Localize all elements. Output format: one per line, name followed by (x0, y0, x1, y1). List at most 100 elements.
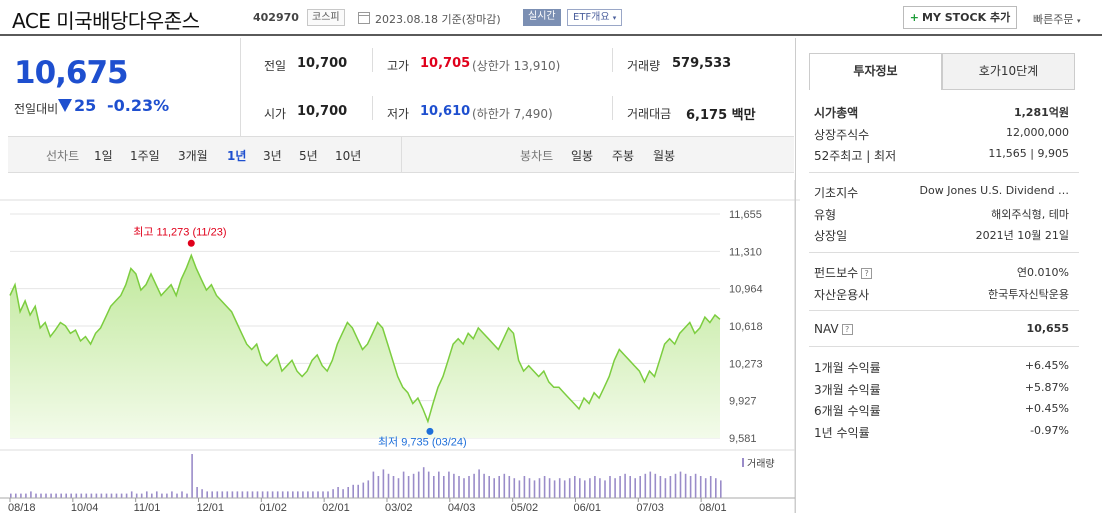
volume-bar (50, 493, 52, 498)
low-value: 10,610 (420, 104, 471, 119)
volume-bar (312, 491, 314, 498)
volume-bar (438, 471, 440, 498)
quick-order-dropdown[interactable]: 빠른주문 ▾ (1033, 11, 1081, 27)
stock-header: ACE 미국배당다우존스 402970 코스피 2023.08.18 기준(장마… (0, 0, 1102, 36)
volume-bar (307, 491, 309, 498)
add-mystock-button[interactable]: + MY STOCK 추가 (903, 6, 1017, 29)
volume-bar (231, 491, 234, 498)
current-price: 10,675 (14, 55, 129, 91)
investment-info-panel: 투자정보 호가10단계 시가총액 1,281억원 상장주식수 12,000,00… (795, 38, 1102, 513)
volume-bar (120, 493, 123, 498)
volume-bar (90, 493, 93, 498)
tab-investment-info[interactable]: 투자정보 (809, 53, 942, 90)
volume-bar (30, 491, 32, 498)
volume-bar (110, 493, 113, 498)
y-tick-label: 10,964 (729, 284, 763, 296)
volume-bar (156, 491, 158, 498)
volume-bar (649, 471, 652, 498)
divider (809, 172, 1079, 173)
volume-bar (357, 484, 359, 498)
volume-bar (563, 480, 566, 498)
shares-value: 12,000,000 (1006, 126, 1069, 139)
market-badge: 코스피 (307, 9, 345, 26)
volume-bar (483, 473, 485, 498)
price-chart[interactable]: 최고 11,273 (11/23) 최저 9,735 (03/24) 11,655… (0, 180, 800, 513)
candle-weekly[interactable]: 주봉 (612, 149, 635, 163)
change-label: 전일대비 (14, 102, 59, 116)
volume-bar (25, 493, 27, 498)
high-label: 고가 (387, 59, 410, 73)
volume-bar (75, 493, 78, 498)
volume-bar (105, 493, 108, 498)
volume-bar (669, 476, 672, 498)
x-tick-label: 06/01 (573, 502, 601, 513)
nav-value: 10,655 (1026, 322, 1069, 335)
period-3m[interactable]: 3개월 (178, 149, 208, 163)
upper-limit: (상한가 13,910) (472, 59, 561, 73)
period-1w[interactable]: 1주일 (130, 149, 160, 163)
volume-bar (412, 473, 415, 498)
volume-bar (639, 476, 641, 498)
tab-order-book[interactable]: 호가10단계 (942, 53, 1075, 90)
volume-bar (523, 476, 526, 498)
volume-bar (342, 489, 344, 498)
return-1y-value: -0.97% (1030, 424, 1069, 437)
x-tick-label: 07/03 (636, 502, 664, 513)
period-3y[interactable]: 3년 (263, 149, 282, 163)
volume-bar (589, 478, 591, 498)
prev-close-label: 전일 (264, 59, 287, 73)
volume-bar (458, 476, 460, 498)
volume-bar (659, 476, 662, 498)
nav-label-wrap: NAV? (814, 322, 853, 336)
return-3m-value: +5.87% (1024, 381, 1069, 394)
return-1m-label: 1개월 수익률 (814, 361, 881, 375)
candle-daily[interactable]: 일봉 (571, 149, 594, 163)
week52-label: 52주최고 | 최저 (814, 149, 897, 163)
volume-bar (679, 471, 682, 498)
period-1y[interactable]: 1년 (227, 149, 247, 163)
volume-bar (261, 491, 264, 498)
volume-bar (256, 491, 259, 498)
x-tick-label: 04/03 (448, 502, 476, 513)
volume-bar (664, 478, 667, 498)
nav-label: NAV (814, 322, 839, 336)
volume-bar (327, 491, 329, 498)
candle-monthly[interactable]: 월봉 (653, 149, 676, 163)
price-change-percent: -0.23% (107, 96, 170, 115)
period-1d[interactable]: 1일 (94, 149, 113, 163)
realtime-button[interactable]: 실시간 (523, 9, 561, 26)
return-6m-value: +0.45% (1024, 402, 1069, 415)
volume-bar (498, 476, 500, 498)
help-icon[interactable]: ? (841, 324, 853, 335)
x-tick-label: 03/02 (385, 502, 413, 513)
volume-bar (85, 493, 88, 498)
price-change: 25 (58, 96, 96, 115)
volume-bar (427, 471, 430, 498)
help-icon[interactable]: ? (861, 268, 873, 279)
volume-bar (201, 489, 203, 498)
x-tick-label: 08/01 (699, 502, 727, 513)
volume-bar (553, 480, 556, 498)
low-label: 저가 (387, 107, 410, 121)
volume-legend-label: 거래량 (747, 458, 775, 470)
etf-overview-dropdown[interactable]: ETF개요 ▾ (567, 9, 623, 26)
volume-bar (125, 493, 128, 498)
type-value: 해외주식형, 테마 (991, 208, 1069, 221)
volume-bar (694, 473, 697, 498)
volume-bar (10, 493, 12, 498)
period-5y[interactable]: 5년 (299, 149, 318, 163)
volume-bar (246, 491, 249, 498)
return-6m-label: 6개월 수익률 (814, 404, 881, 418)
volume-bar (186, 493, 188, 498)
period-10y[interactable]: 10년 (335, 149, 362, 163)
return-3m-label: 3개월 수익률 (814, 383, 881, 397)
volume-bar (619, 476, 621, 498)
volume-bar (362, 482, 365, 498)
volume-bar (40, 493, 42, 498)
volume-bar (287, 491, 289, 498)
volume-bar (422, 467, 425, 498)
volume-bar (387, 473, 390, 498)
volume-bar (715, 478, 717, 498)
week52-value: 11,565 | 9,905 (988, 147, 1069, 160)
volume-bar (473, 473, 475, 498)
